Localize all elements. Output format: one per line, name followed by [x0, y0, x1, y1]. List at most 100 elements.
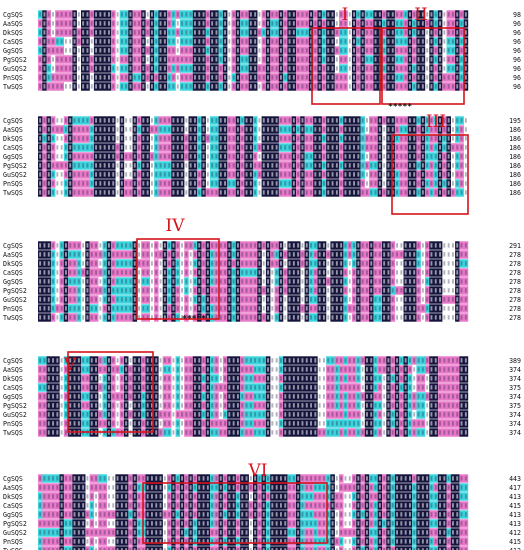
residue-glyph [284, 315, 287, 320]
residue-glyph [151, 118, 153, 123]
residue-glyph [82, 261, 85, 266]
residue-glyph [116, 367, 119, 372]
residue-glyph [163, 136, 166, 141]
residue-glyph [396, 315, 398, 320]
residue-cell [179, 55, 193, 64]
residue-glyph [65, 39, 67, 44]
residue-cell [38, 19, 43, 28]
residue-glyph [176, 57, 179, 62]
residue-glyph [194, 181, 196, 186]
residue-glyph [254, 243, 257, 248]
sequence-end-position: 278 [509, 305, 521, 313]
residue-glyph [56, 243, 59, 248]
residue-glyph [56, 376, 59, 381]
residue-glyph [439, 288, 441, 293]
residue-glyph [159, 75, 162, 80]
residue-cell [278, 152, 292, 161]
residue-glyph [280, 39, 282, 44]
residue-glyph [417, 154, 420, 159]
residue-glyph [417, 57, 420, 62]
residue-glyph [323, 48, 325, 53]
residue-glyph [361, 118, 364, 123]
residue-glyph [86, 48, 89, 53]
residue-cell [59, 241, 64, 250]
residue-cell [394, 64, 404, 73]
residue-cell [416, 365, 426, 374]
residue-cell [407, 374, 413, 383]
residue-glyph [108, 172, 110, 177]
residue-glyph [95, 30, 97, 35]
residue-glyph [146, 75, 149, 80]
residue-cell [412, 28, 417, 37]
residue-glyph [99, 154, 102, 159]
residue-glyph [215, 243, 218, 248]
residue-glyph [344, 385, 347, 390]
residue-glyph [99, 145, 102, 150]
residue-glyph [241, 48, 244, 53]
residue-glyph [56, 297, 59, 302]
residue-cell [210, 295, 215, 304]
residue-glyph [103, 84, 106, 89]
residue-cell [184, 152, 189, 161]
residue-glyph [434, 163, 437, 168]
residue-glyph [215, 48, 218, 53]
residue-glyph [421, 190, 424, 195]
residue-glyph [211, 270, 214, 275]
residue-glyph [172, 297, 175, 302]
residue-cell [321, 161, 327, 170]
residue-glyph [73, 172, 76, 177]
residue-cell [399, 143, 408, 152]
residue-cell [313, 64, 318, 73]
residue-glyph [288, 190, 291, 195]
residue-glyph [275, 376, 278, 381]
residue-glyph [353, 367, 355, 372]
residue-glyph [318, 12, 321, 17]
residue-glyph [99, 376, 102, 381]
residue-cell [390, 295, 396, 304]
residue-glyph [202, 315, 205, 320]
residue-glyph [413, 270, 416, 275]
residue-cell [115, 365, 120, 374]
residue-cell [317, 241, 327, 250]
residue-cell [313, 73, 318, 82]
residue-glyph [65, 261, 67, 266]
residue-glyph [194, 57, 196, 62]
residue-glyph [310, 136, 312, 141]
residue-glyph [335, 315, 338, 320]
residue-cell [459, 161, 464, 170]
residue-glyph [404, 261, 407, 266]
residue-glyph [202, 127, 205, 132]
residue-glyph [383, 297, 386, 302]
residue-glyph [189, 261, 192, 266]
residue-glyph [60, 288, 63, 293]
residue-glyph [396, 288, 398, 293]
residue-glyph [400, 279, 403, 284]
residue-glyph [409, 75, 411, 80]
residue-glyph [327, 376, 330, 381]
residue-glyph [370, 190, 373, 195]
residue-glyph [430, 75, 433, 80]
residue-glyph [112, 315, 115, 320]
residue-glyph [314, 154, 317, 159]
residue-cell [46, 10, 52, 19]
sequence-name: AaSQS [3, 126, 23, 134]
residue-glyph [353, 288, 355, 293]
residue-glyph [90, 136, 93, 141]
residue-glyph [301, 48, 304, 53]
residue-cell [192, 374, 202, 383]
residue-cell [386, 134, 396, 143]
residue-glyph [370, 39, 373, 44]
residue-glyph [142, 57, 145, 62]
residue-glyph [43, 39, 46, 44]
residue-glyph [249, 127, 252, 132]
residue-cell [201, 268, 206, 277]
residue-glyph [142, 297, 145, 302]
residue-glyph [301, 136, 304, 141]
residue-cell [167, 295, 172, 304]
residue-glyph [335, 270, 338, 275]
residue-glyph [460, 39, 463, 44]
residue-glyph [249, 376, 252, 381]
residue-glyph [378, 145, 381, 150]
residue-glyph [73, 84, 76, 89]
residue-glyph [275, 288, 278, 293]
